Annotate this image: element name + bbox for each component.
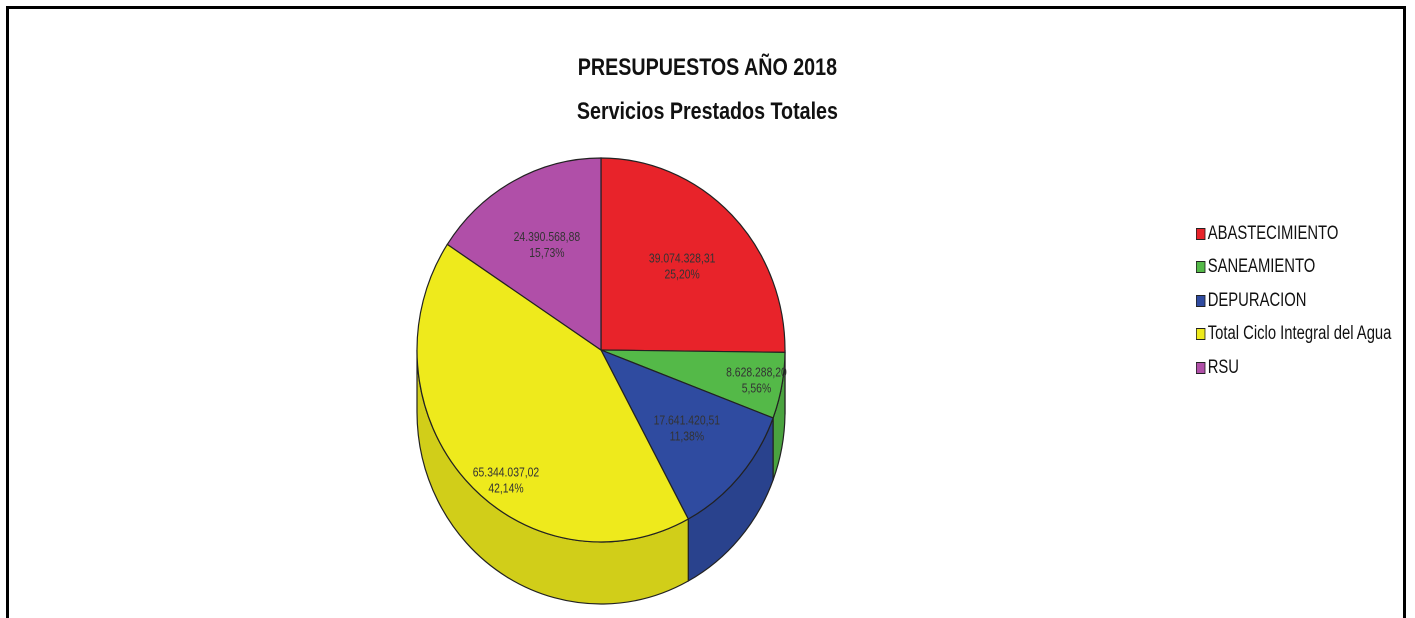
legend-swatch	[1196, 294, 1206, 307]
pie-slice-0	[600, 157, 786, 353]
data-label-value-1: 8.628.288,20	[726, 366, 787, 380]
chart-title: PRESUPUESTOS AÑO 2018	[577, 54, 838, 81]
pie-slice-4	[446, 157, 602, 352]
legend-item: ABASTECIMIENTO	[1196, 217, 1391, 251]
legend-label: RSU	[1207, 356, 1239, 378]
legend-label: Total Ciclo Integral del Agua	[1207, 323, 1392, 345]
legend-item: DEPURACION	[1196, 284, 1391, 318]
legend-item: SANEAMIENTO	[1196, 251, 1391, 285]
pie-labels: 39.074.328,31 25,20% 8.628.288,20 5,56% 17.6…	[473, 230, 787, 496]
legend-label: ABASTECIMIENTO	[1207, 222, 1339, 244]
data-label-value-2: 17.641.420,51	[654, 413, 720, 427]
data-label-percent-2: 11,38%	[670, 429, 705, 443]
legend-swatch	[1196, 227, 1206, 240]
legend-label: SANEAMIENTO	[1207, 256, 1316, 278]
chart-legend: ABASTECIMIENTO SANEAMIENTO DEPURACION Total…	[1196, 217, 1391, 385]
legend-label: DEPURACION	[1207, 289, 1307, 311]
pie-slice-3	[416, 243, 690, 543]
legend-item: RSU	[1196, 351, 1391, 385]
pie-tops	[416, 157, 786, 543]
pie-slice-2	[599, 348, 774, 520]
legend-swatch	[1196, 261, 1206, 274]
legend-swatch	[1196, 361, 1206, 374]
data-label-value-0: 39.074.328,31	[649, 251, 715, 265]
data-label-percent-1: 5,56%	[742, 382, 772, 396]
data-label-value-4: 24.390.568,88	[514, 230, 581, 244]
data-label-percent-4: 15,73%	[529, 246, 565, 260]
chart-subtitle: Servicios Prestados Totales	[576, 98, 838, 125]
legend-swatch	[1196, 328, 1206, 341]
data-label-percent-3: 42,14%	[488, 482, 524, 496]
data-label-percent-0: 25,20%	[665, 267, 701, 281]
data-label-value-3: 65.344.037,02	[473, 466, 539, 480]
legend-item: Total Ciclo Integral del Agua	[1196, 318, 1391, 352]
